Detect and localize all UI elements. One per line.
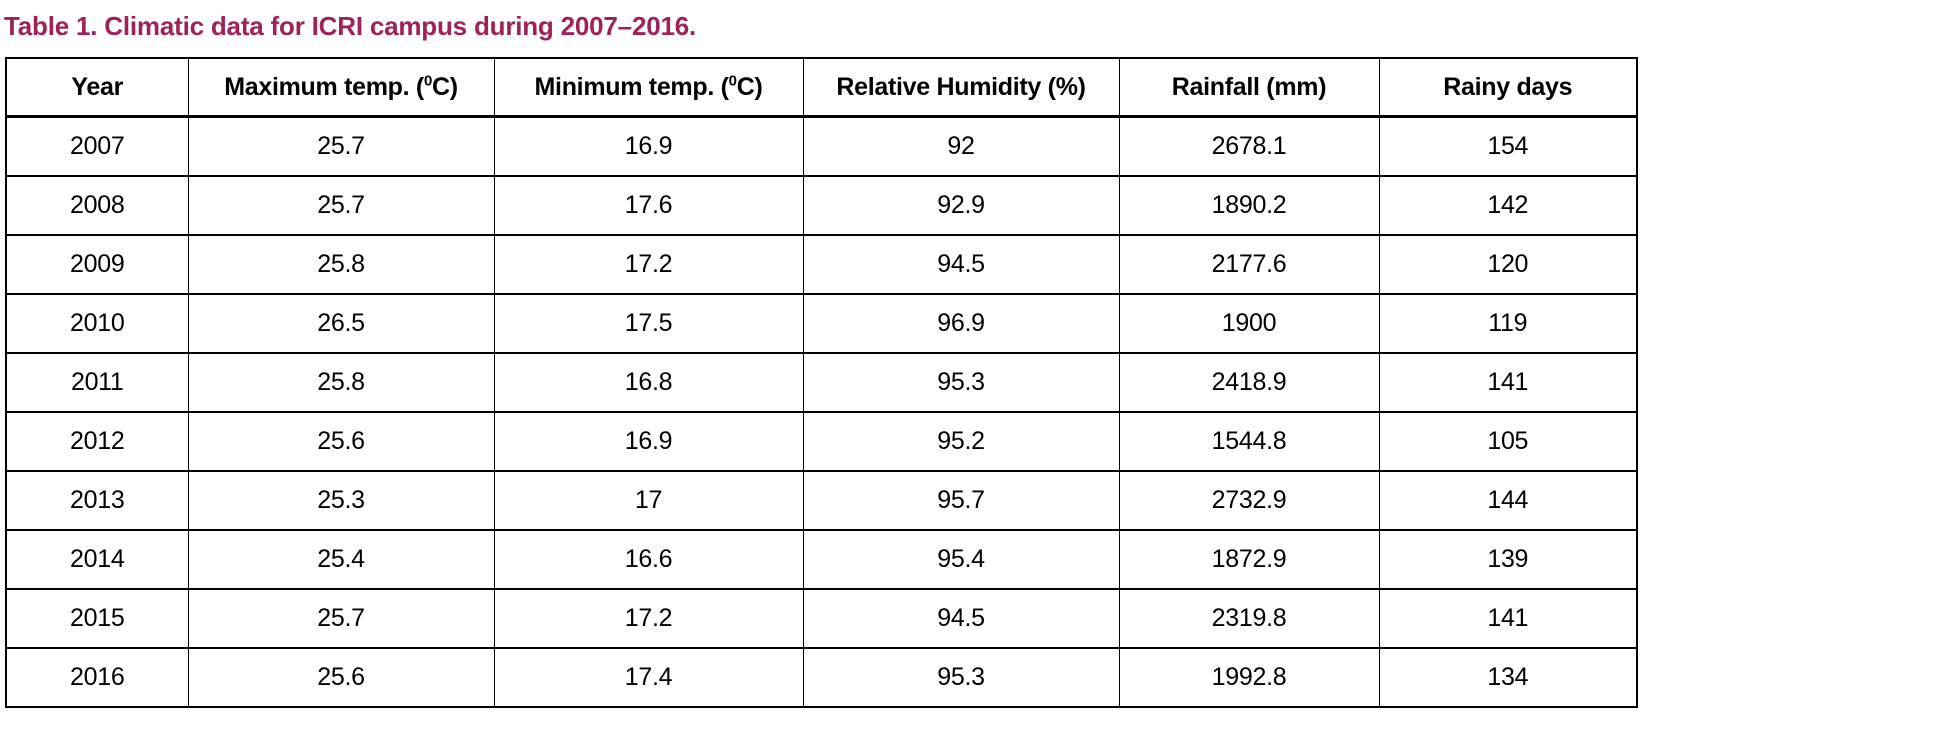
- table-row: 2008 25.7 17.6 92.9 1890.2 142: [5, 175, 1638, 236]
- column-header-superscript: 0: [728, 72, 737, 90]
- table-cell: 17.2: [493, 588, 804, 649]
- year-cell: 2010: [5, 293, 189, 354]
- table-cell: 17.4: [493, 647, 804, 708]
- page: Table 1. Climatic data for ICRI campus d…: [4, 11, 1638, 708]
- table-cell: 144: [1378, 470, 1638, 531]
- table-cell: 2177.6: [1118, 234, 1380, 295]
- climatic-data-table: Year Maximum temp. (0C) Minimum temp. (0…: [5, 57, 1638, 708]
- table-row: 2009 25.8 17.2 94.5 2177.6 120: [5, 234, 1638, 295]
- column-header-label: Rainy days: [1443, 72, 1573, 101]
- table-cell: 25.4: [187, 529, 495, 590]
- table-cell: 16.8: [493, 352, 804, 413]
- table-cell: 119: [1378, 293, 1638, 354]
- table-cell: 141: [1378, 352, 1638, 413]
- table-cell: 17.5: [493, 293, 804, 354]
- table-cell: 95.2: [802, 411, 1120, 472]
- table-row: 2014 25.4 16.6 95.4 1872.9 139: [5, 529, 1638, 590]
- column-header-year: Year: [5, 57, 189, 118]
- column-header-label: Rainfall (mm): [1171, 72, 1327, 101]
- table-cell: 25.8: [187, 234, 495, 295]
- table-cell: 25.8: [187, 352, 495, 413]
- table-row: 2007 25.7 16.9 92 2678.1 154: [5, 115, 1638, 177]
- table-row: 2013 25.3 17 95.7 2732.9 144: [5, 470, 1638, 531]
- table-cell: 2319.8: [1118, 588, 1380, 649]
- table-cell: 154: [1378, 115, 1638, 177]
- table-row: 2011 25.8 16.8 95.3 2418.9 141: [5, 352, 1638, 413]
- table-cell: 120: [1378, 234, 1638, 295]
- table-cell: 1890.2: [1118, 175, 1380, 236]
- page-title: Table 1. Climatic data for ICRI campus d…: [4, 11, 697, 41]
- table-cell: 96.9: [802, 293, 1120, 354]
- table-row: 2010 26.5 17.5 96.9 1900 119: [5, 293, 1638, 354]
- table-body: 2007 25.7 16.9 92 2678.1 154 2008 25.7 1…: [5, 115, 1638, 708]
- column-header-label: Year: [71, 72, 124, 101]
- column-header-label-suffix: C): [431, 72, 458, 101]
- table-cell: 17: [493, 470, 804, 531]
- table-cell: 17.6: [493, 175, 804, 236]
- column-header-label: Maximum temp. (: [224, 72, 424, 101]
- table-cell: 1544.8: [1118, 411, 1380, 472]
- table-cell: 94.5: [802, 234, 1120, 295]
- table-cell: 25.7: [187, 588, 495, 649]
- column-header-max-temp: Maximum temp. (0C): [187, 57, 495, 118]
- table-cell: 95.3: [802, 647, 1120, 708]
- year-cell: 2008: [5, 175, 189, 236]
- table-cell: 26.5: [187, 293, 495, 354]
- table-cell: 92: [802, 115, 1120, 177]
- year-cell: 2015: [5, 588, 189, 649]
- table-cell: 1900: [1118, 293, 1380, 354]
- table-cell: 105: [1378, 411, 1638, 472]
- table-cell: 94.5: [802, 588, 1120, 649]
- column-header-label-suffix: C): [736, 72, 763, 101]
- year-cell: 2016: [5, 647, 189, 708]
- table-cell: 25.6: [187, 411, 495, 472]
- table-cell: 134: [1378, 647, 1638, 708]
- column-header-min-temp: Minimum temp. (0C): [493, 57, 804, 118]
- year-cell: 2012: [5, 411, 189, 472]
- column-header-label: Relative Humidity (%): [836, 72, 1086, 101]
- column-header-rainfall: Rainfall (mm): [1118, 57, 1380, 118]
- column-header-superscript: 0: [423, 72, 432, 90]
- table-cell: 95.3: [802, 352, 1120, 413]
- table-head: Year Maximum temp. (0C) Minimum temp. (0…: [5, 57, 1638, 118]
- column-header-humidity: Relative Humidity (%): [802, 57, 1120, 118]
- year-cell: 2007: [5, 115, 189, 177]
- table-cell: 139: [1378, 529, 1638, 590]
- column-header-label: Minimum temp. (: [534, 72, 729, 101]
- table-cell: 95.7: [802, 470, 1120, 531]
- table-cell: 17.2: [493, 234, 804, 295]
- table-cell: 142: [1378, 175, 1638, 236]
- table-cell: 1992.8: [1118, 647, 1380, 708]
- table-cell: 2678.1: [1118, 115, 1380, 177]
- table-cell: 16.9: [493, 115, 804, 177]
- table-cell: 95.4: [802, 529, 1120, 590]
- table-header-row: Year Maximum temp. (0C) Minimum temp. (0…: [5, 57, 1638, 118]
- table-row: 2016 25.6 17.4 95.3 1992.8 134: [5, 647, 1638, 708]
- table-cell: 25.6: [187, 647, 495, 708]
- table-cell: 2732.9: [1118, 470, 1380, 531]
- table-cell: 16.6: [493, 529, 804, 590]
- table-cell: 141: [1378, 588, 1638, 649]
- year-cell: 2009: [5, 234, 189, 295]
- table-row: 2012 25.6 16.9 95.2 1544.8 105: [5, 411, 1638, 472]
- year-cell: 2013: [5, 470, 189, 531]
- table-cell: 1872.9: [1118, 529, 1380, 590]
- table-row: 2015 25.7 17.2 94.5 2319.8 141: [5, 588, 1638, 649]
- table-cell: 16.9: [493, 411, 804, 472]
- table-cell: 25.7: [187, 115, 495, 177]
- column-header-rainy-days: Rainy days: [1378, 57, 1638, 118]
- table-cell: 25.7: [187, 175, 495, 236]
- table-cell: 25.3: [187, 470, 495, 531]
- year-cell: 2011: [5, 352, 189, 413]
- table-cell: 92.9: [802, 175, 1120, 236]
- year-cell: 2014: [5, 529, 189, 590]
- table-cell: 2418.9: [1118, 352, 1380, 413]
